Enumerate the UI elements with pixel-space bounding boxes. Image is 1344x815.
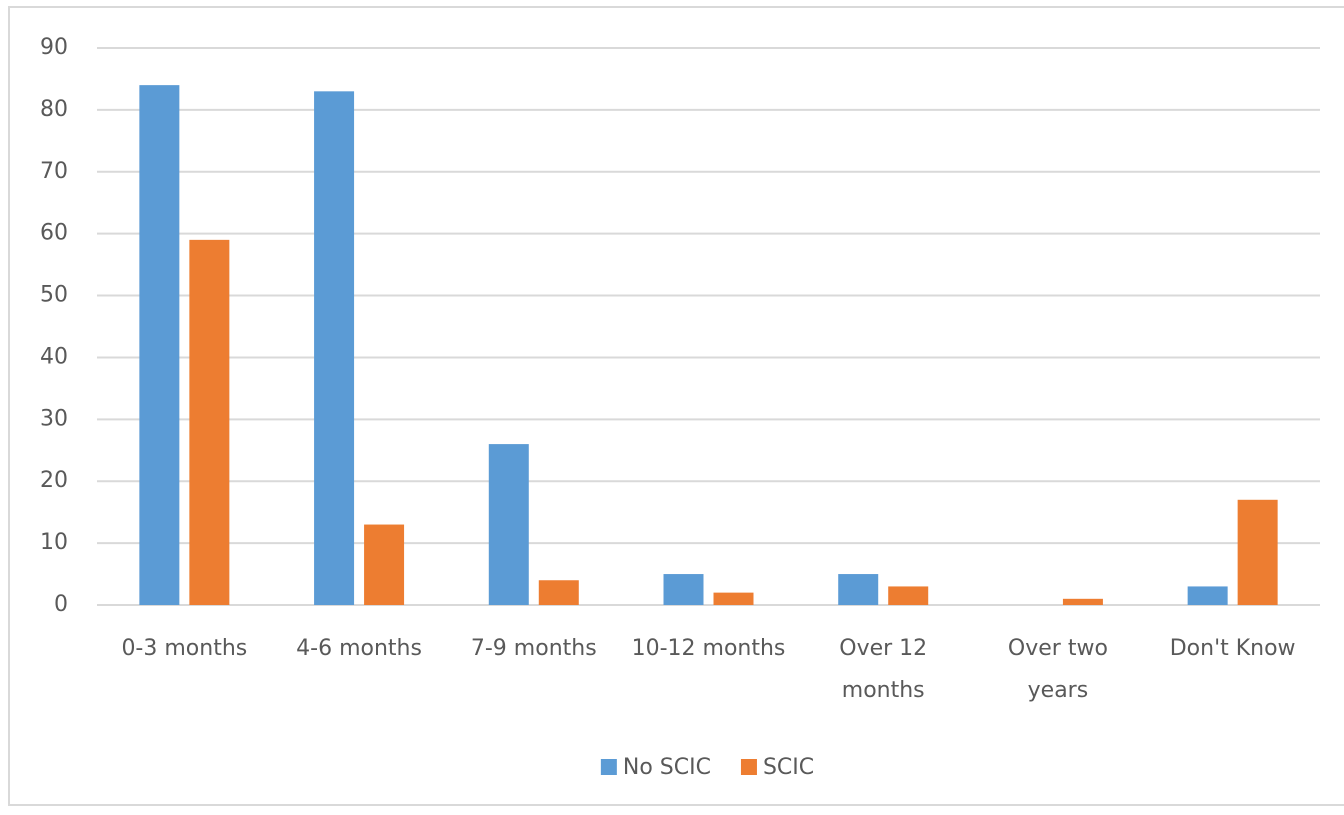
bar bbox=[1062, 598, 1103, 605]
x-tick-label: 7-9 months bbox=[470, 636, 597, 661]
y-tick-label: 30 bbox=[40, 406, 68, 431]
bar bbox=[663, 574, 704, 605]
legend-label: SCIC bbox=[763, 755, 814, 780]
y-tick-label: 20 bbox=[40, 468, 68, 493]
chart-frame bbox=[8, 6, 1344, 806]
y-tick-label: 10 bbox=[40, 530, 68, 555]
y-tick-label: 40 bbox=[40, 344, 68, 369]
bar bbox=[488, 444, 529, 605]
legend-swatch bbox=[740, 759, 757, 775]
bar bbox=[139, 85, 180, 606]
x-tick-label: 4-6 months bbox=[296, 636, 422, 661]
bar bbox=[364, 524, 405, 605]
y-tick-label: 70 bbox=[40, 159, 68, 184]
x-tick-label: 10-12 months bbox=[631, 636, 786, 661]
bar bbox=[888, 586, 929, 605]
bar bbox=[713, 592, 754, 605]
bar bbox=[314, 91, 355, 606]
y-tick-label: 60 bbox=[40, 221, 68, 246]
x-tick-label: 0-3 months bbox=[121, 636, 248, 661]
y-tick-label: 0 bbox=[54, 592, 68, 617]
legend-swatch bbox=[600, 759, 617, 775]
bar bbox=[189, 239, 230, 605]
bar bbox=[538, 580, 579, 605]
y-tick-label: 50 bbox=[40, 283, 68, 308]
y-tick-label: 80 bbox=[40, 97, 68, 122]
bar bbox=[1187, 586, 1228, 605]
bar bbox=[1237, 499, 1278, 605]
y-tick-label: 90 bbox=[40, 35, 68, 60]
legend-label: No SCIC bbox=[623, 755, 711, 780]
x-tick-label: Over 12 months bbox=[839, 636, 928, 703]
bar bbox=[838, 574, 879, 605]
x-tick-label: Over two years bbox=[1007, 636, 1108, 703]
x-tick-label: Don't Know bbox=[1169, 636, 1296, 661]
